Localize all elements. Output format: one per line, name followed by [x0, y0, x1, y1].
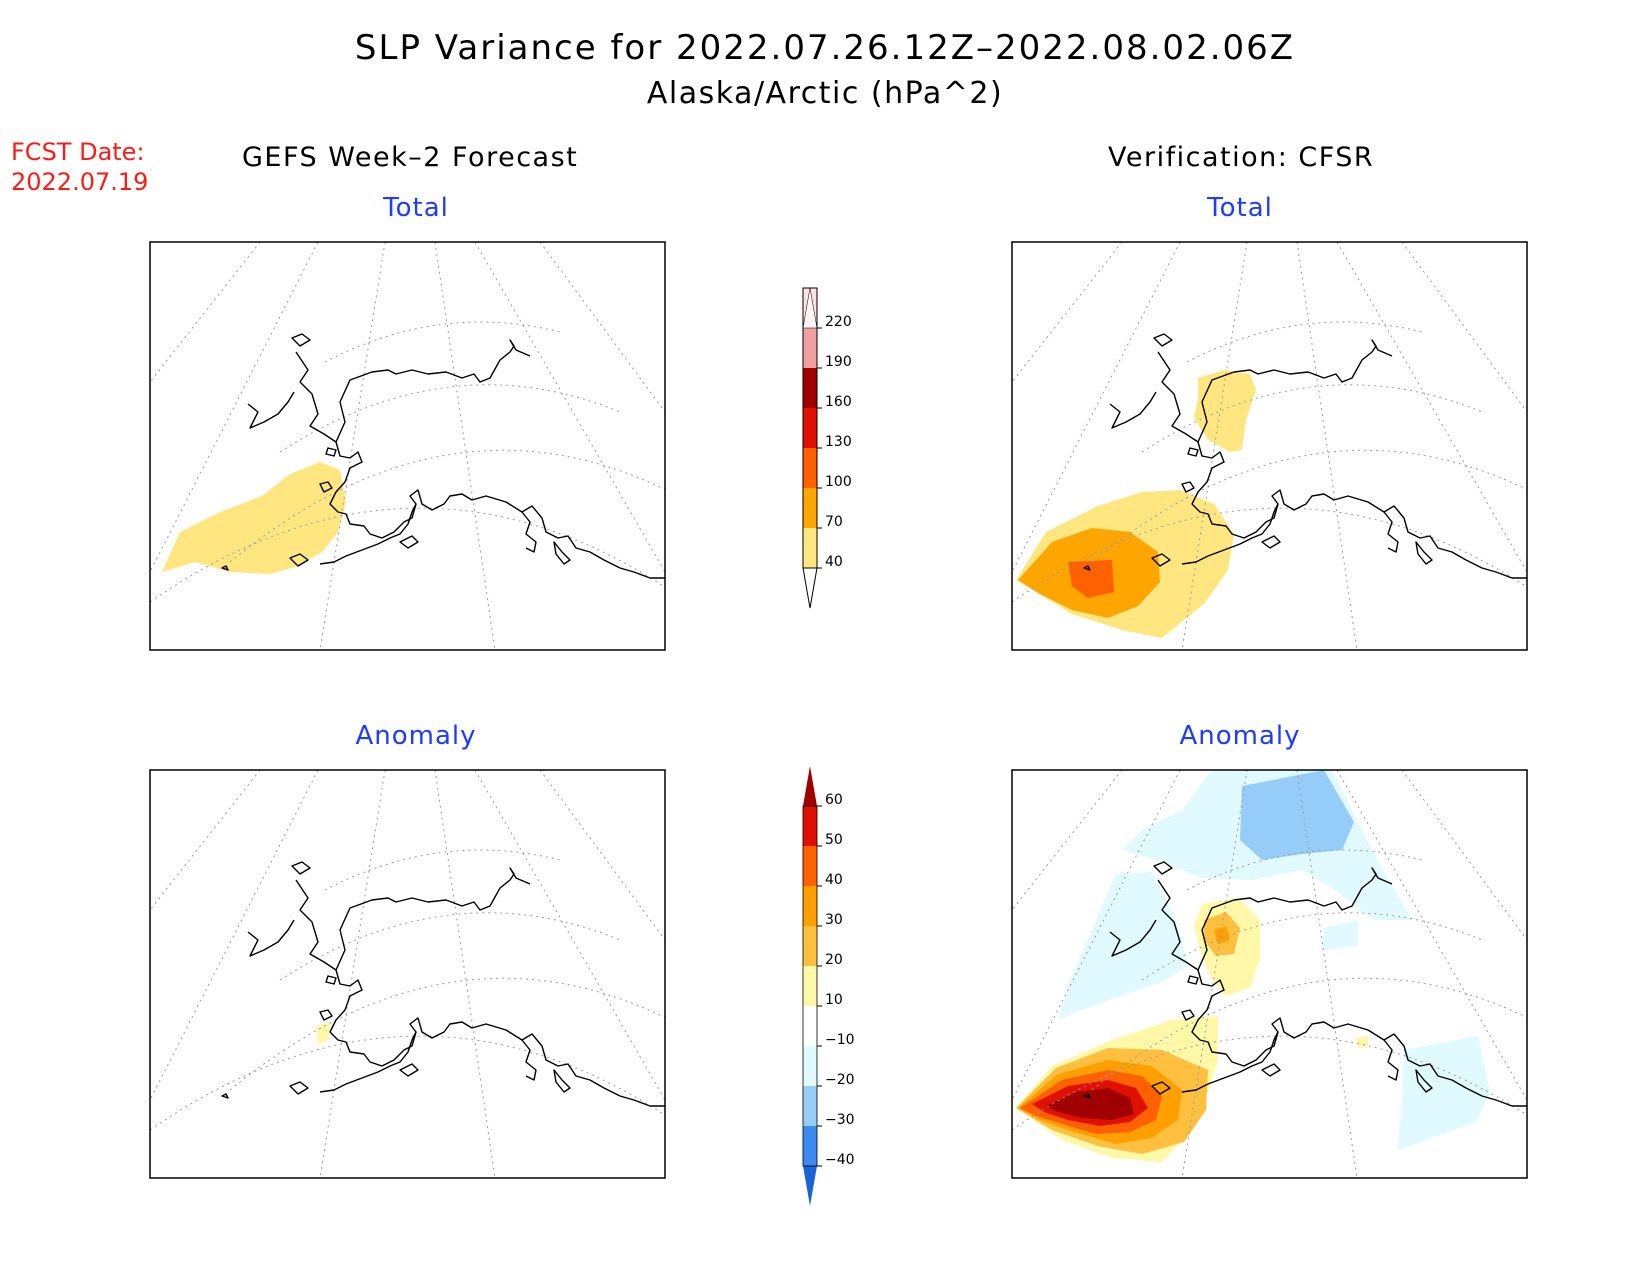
- colorbar-total-lower-extension: [802, 567, 818, 609]
- verification-column-title: Verification: CFSR: [1108, 142, 1375, 173]
- panel-label-verification-total: Total: [1207, 193, 1273, 223]
- forecast-anomaly-frame: [149, 769, 666, 1179]
- colorbar-anomaly-tick-label: 40: [825, 872, 843, 888]
- map-title: SLP Variance for 2022.07.26.12Z–2022.08.…: [354, 28, 1296, 68]
- colorbar-anomaly-swatch: [803, 926, 817, 966]
- colorbar-total-tick-label: 160: [825, 394, 852, 410]
- forecast-total-contour-40: [162, 462, 346, 574]
- colorbar-anomaly-outline: [802, 805, 818, 1167]
- colorbar-anomaly-swatch: [803, 966, 817, 1006]
- panel-label-forecast-anomaly: Anomaly: [355, 721, 477, 751]
- forecast-anomaly-panel: [149, 769, 666, 1179]
- fcst-date-label: FCST Date:: [11, 138, 145, 166]
- colorbar-anomaly-tick-label: 20: [825, 952, 843, 968]
- fcst-date-value: 2022.07.19: [11, 168, 149, 196]
- verification-total-panel: [1011, 241, 1528, 651]
- colorbar-anomaly-tick-label: 60: [825, 792, 843, 808]
- colorbar-total-upper-extension: [802, 287, 818, 329]
- colorbar-anomaly-tick-label: −20: [825, 1072, 855, 1088]
- colorbar-anomaly-tick-label: −10: [825, 1032, 855, 1048]
- panel-label-forecast-total: Total: [383, 193, 449, 223]
- colorbar-anomaly-tick-label: 30: [825, 912, 843, 928]
- colorbar-total-tick-label: 130: [825, 434, 852, 450]
- colorbar-total-swatch: [803, 408, 817, 448]
- colorbar-total-swatch: [803, 448, 817, 488]
- verification-anomaly-contour-30-north: [1214, 926, 1230, 944]
- verification-anomaly-contour-neg10-east: [1322, 920, 1358, 950]
- verification-total-contour-40-north: [1194, 370, 1256, 452]
- verification-anomaly-contour-10-small: [1356, 1036, 1368, 1048]
- panel-label-verification-anomaly: Anomaly: [1179, 721, 1301, 751]
- colorbar-anomaly-swatch: [803, 1086, 817, 1126]
- colorbar-anomaly-swatch: [803, 1126, 817, 1166]
- colorbar-anomaly-swatch: [803, 806, 817, 846]
- colorbar-total-tick-label: 40: [825, 554, 843, 570]
- colorbar-anomaly-lower-extension: [803, 1166, 817, 1206]
- colorbar-total-tick-label: 100: [825, 474, 852, 490]
- forecast-column-title: GEFS Week–2 Forecast: [242, 142, 579, 173]
- colorbar-anomaly-upper-extension: [803, 766, 817, 806]
- colorbar-total: 40 70 100 130 160 190 220: [802, 287, 852, 609]
- forecast-anomaly-contour-10: [316, 1022, 330, 1044]
- colorbar-total-tick-label: 220: [825, 314, 852, 330]
- colorbar-total-swatch: [803, 328, 817, 368]
- colorbar-anomaly-tick-label: 50: [825, 832, 843, 848]
- colorbar-anomaly-swatch: [803, 886, 817, 926]
- verification-anomaly-contour-neg20: [1240, 770, 1354, 860]
- forecast-total-panel: [149, 241, 666, 651]
- verification-anomaly-contour-60-south: [1046, 1088, 1134, 1120]
- colorbar-total-swatch: [803, 488, 817, 528]
- forecast-total-frame: [149, 241, 666, 651]
- verification-anomaly-frame: [1011, 769, 1528, 1179]
- colorbar-anomaly-swatch: [803, 1006, 817, 1046]
- colorbar-anomaly-tick-label: 10: [825, 992, 843, 1008]
- verification-total-frame: [1011, 241, 1528, 651]
- verification-anomaly-contour-neg10-southeast: [1398, 1036, 1490, 1150]
- colorbar-anomaly: −40 −30 −20 −10 10 20 30 40 50 60: [802, 766, 855, 1206]
- verification-anomaly-panel: [1011, 769, 1528, 1179]
- colorbar-anomaly-tick-label: −40: [825, 1152, 855, 1168]
- colorbar-total-swatch: [803, 368, 817, 408]
- colorbar-anomaly-tick-label: −30: [825, 1112, 855, 1128]
- colorbar-anomaly-swatch: [803, 1046, 817, 1086]
- verification-total-contour-100: [1068, 560, 1114, 598]
- map-subtitle: Alaska/Arctic (hPa^2): [646, 76, 1004, 111]
- verification-anomaly-contour-neg10-west: [1058, 872, 1188, 1020]
- colorbar-total-swatch: [803, 528, 817, 568]
- colorbar-total-tick-label: 190: [825, 354, 852, 370]
- colorbar-anomaly-swatch: [803, 846, 817, 886]
- colorbar-total-tick-label: 70: [825, 514, 843, 530]
- colorbar-total-outline: [802, 287, 818, 569]
